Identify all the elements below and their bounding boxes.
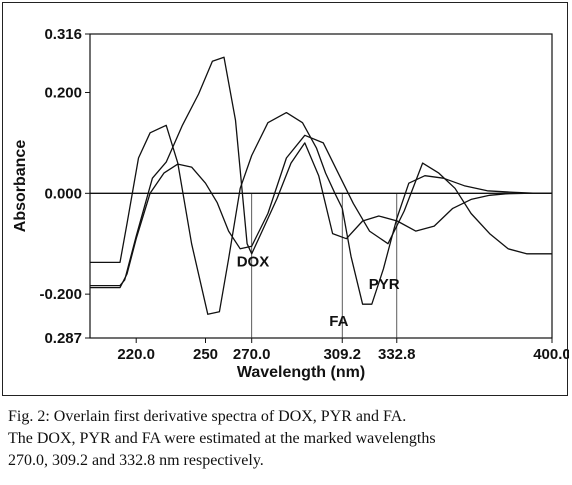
y-tick-label: 0.316 [44, 26, 82, 43]
caption-line-3: 270.0, 309.2 and 332.8 nm respectively. [8, 452, 264, 469]
plot-border [89, 33, 553, 339]
series-line-pyr [90, 134, 552, 289]
series-annotations: DOX FA PYR [237, 253, 400, 329]
y-tick-label: 0.287 [44, 330, 82, 347]
figure-frame: 0.316 0.200 0.000 -0.200 0.287 220.0 250 270.0… [2, 2, 569, 396]
x-tick-label: 270.0 [233, 346, 271, 363]
caption-line-2: The DOX, PYR and FA were estimated at th… [8, 430, 436, 447]
series-label-dox: DOX [237, 253, 270, 270]
caption-line-1: Fig. 2: Overlain first derivative spectr… [8, 408, 407, 425]
figure-caption: Fig. 2: Overlain first derivative spectr… [8, 406, 568, 472]
y-axis-title: Absorbance [12, 140, 29, 233]
spectra-chart: 0.316 0.200 0.000 -0.200 0.287 220.0 250 270.0… [12, 26, 569, 381]
x-ticks: 220.0 250 270.0 309.2 332.8 400.0 [117, 338, 569, 363]
series-line-fa [90, 111, 552, 315]
x-tick-label: 250 [193, 346, 218, 363]
y-tick-label: 0.200 [44, 84, 82, 101]
x-tick-label: 400.0 [533, 346, 569, 363]
y-tick-label: -0.200 [39, 286, 82, 303]
x-tick-label: 309.2 [323, 346, 361, 363]
x-axis-title: Wavelength (nm) [237, 364, 365, 381]
y-ticks: 0.316 0.200 0.000 -0.200 0.287 [39, 26, 90, 347]
x-tick-label: 220.0 [117, 346, 155, 363]
series-line-dox [90, 56, 552, 287]
x-tick-label: 332.8 [378, 346, 416, 363]
series-label-pyr: PYR [369, 276, 400, 293]
plot-area [89, 33, 553, 339]
series-label-fa: FA [329, 313, 348, 330]
series-lines [90, 56, 552, 315]
y-tick-label: 0.000 [44, 185, 82, 202]
marked-wavelength-lines [251, 193, 398, 338]
